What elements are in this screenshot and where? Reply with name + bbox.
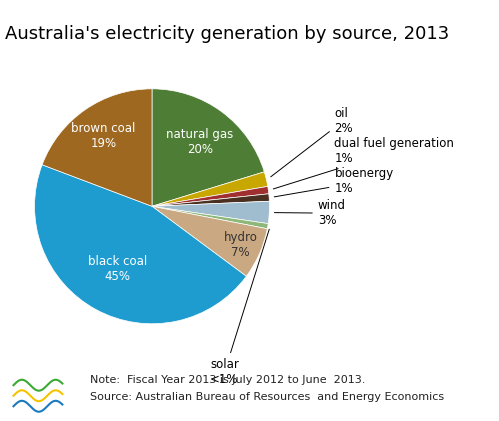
Text: natural gas
20%: natural gas 20% [166,128,233,156]
Wedge shape [152,206,268,229]
Text: wind
3%: wind 3% [274,199,346,227]
Wedge shape [152,201,269,224]
Wedge shape [152,89,264,206]
Wedge shape [152,194,269,206]
Text: Source: Australian Bureau of Resources  and Energy Economics: Source: Australian Bureau of Resources a… [90,392,444,402]
Text: bioenergy
1%: bioenergy 1% [274,168,394,197]
Wedge shape [152,206,267,276]
Text: oil
2%: oil 2% [271,107,353,177]
Text: black coal
45%: black coal 45% [88,256,147,283]
Wedge shape [152,172,268,206]
Wedge shape [152,187,269,206]
Wedge shape [42,89,152,206]
Text: Note:  Fiscal Year 2013 is July 2012 to June  2013.: Note: Fiscal Year 2013 is July 2012 to J… [90,375,365,385]
Text: hydro
7%: hydro 7% [224,231,257,259]
Wedge shape [34,165,247,324]
Text: dual fuel generation
1%: dual fuel generation 1% [273,137,454,189]
Text: brown coal
19%: brown coal 19% [71,122,136,150]
Text: Australia's electricity generation by source, 2013: Australia's electricity generation by so… [5,25,449,43]
Text: solar
<1%: solar <1% [210,229,269,386]
